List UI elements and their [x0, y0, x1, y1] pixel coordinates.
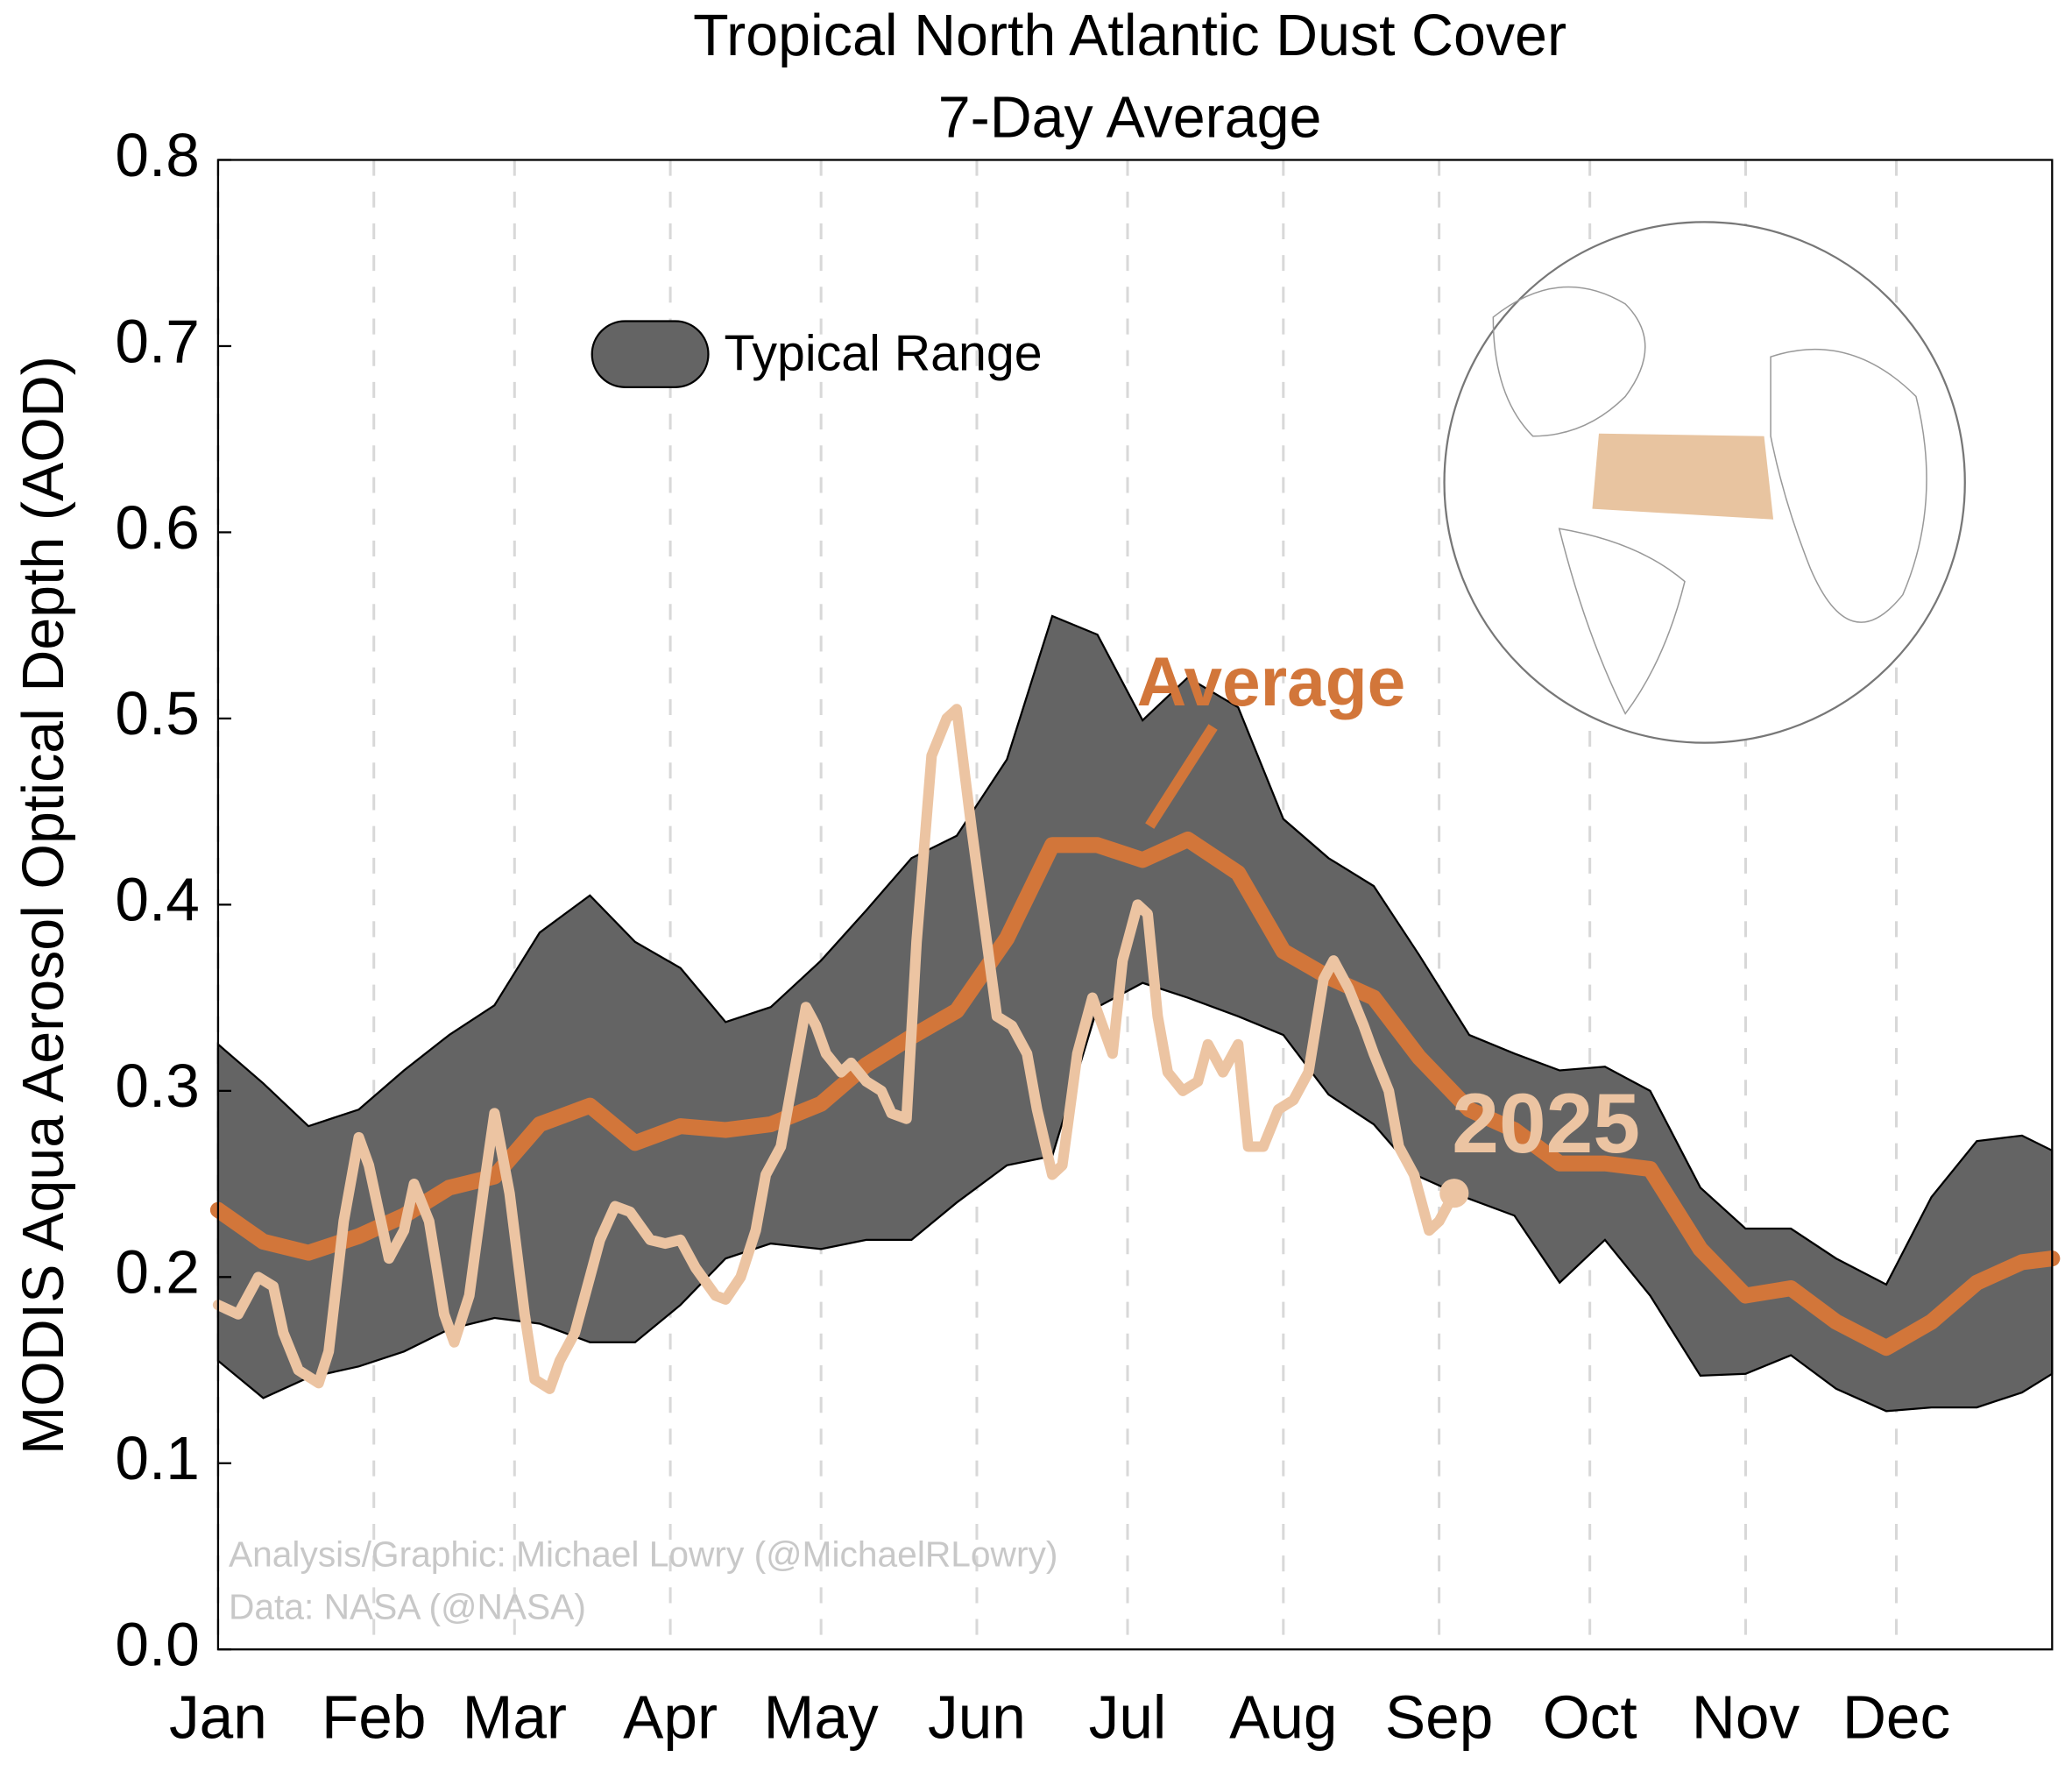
- x-tick-label: Jun: [928, 1683, 1026, 1752]
- coastlines: [1492, 286, 1927, 715]
- y-tick-label: 0.1: [115, 1424, 199, 1492]
- chart-title: Tropical North Atlantic Dust Cover: [693, 4, 1566, 68]
- chart-subtitle: 7-Day Average: [938, 85, 1322, 150]
- series-line: [212, 704, 1460, 1394]
- plot-area: [209, 614, 2061, 1413]
- legend-label: Typical Range: [725, 325, 1043, 381]
- x-tick-label: May: [764, 1683, 879, 1752]
- y-tick-label: 0.7: [115, 307, 199, 375]
- x-tick-label: Jul: [1089, 1683, 1167, 1752]
- y-tick-label: 0.0: [115, 1611, 199, 1679]
- legend-swatch: [590, 320, 710, 389]
- credit: Analysis/Graphic: Michael Lowry (@Michae…: [229, 1534, 1057, 1574]
- y-axis-label: MODIS Aqua Aerosol Optical Depth (AOD): [11, 356, 76, 1455]
- credit: Data: NASA (@NASA): [229, 1587, 586, 1627]
- y-tick-label: 0.3: [115, 1052, 199, 1120]
- x-tick-label: Mar: [463, 1683, 567, 1752]
- y-tick-label: 0.5: [115, 679, 199, 747]
- y-tick-label: 0.4: [115, 866, 199, 934]
- globe-inset: [1443, 221, 1966, 744]
- average-label: Average: [1137, 643, 1406, 720]
- x-tick-label: Nov: [1692, 1683, 1800, 1752]
- latest-point: [1439, 1179, 1469, 1208]
- average-pointer: [1145, 724, 1218, 829]
- x-tick-label: Dec: [1842, 1683, 1950, 1752]
- series-line: [209, 831, 2061, 1357]
- region-box: [1592, 433, 1774, 520]
- y-tick-label: 0.8: [115, 121, 199, 189]
- x-tick-label: Aug: [1229, 1683, 1337, 1752]
- x-tick-label: Oct: [1543, 1683, 1637, 1752]
- y-tick-label: 0.2: [115, 1238, 199, 1307]
- latest-label: 2025: [1452, 1077, 1640, 1171]
- x-tick-label: Feb: [322, 1683, 427, 1752]
- x-tick-label: Apr: [623, 1683, 718, 1752]
- y-tick-label: 0.6: [115, 493, 199, 562]
- x-tick-label: Jan: [169, 1683, 267, 1752]
- x-tick-label: Sep: [1385, 1683, 1493, 1752]
